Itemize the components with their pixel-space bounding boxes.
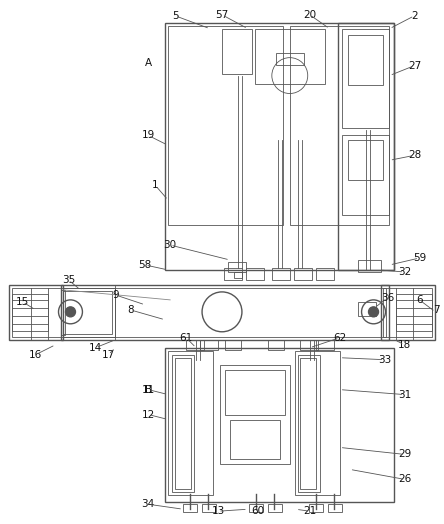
Text: 33: 33 xyxy=(378,355,391,365)
Text: 5: 5 xyxy=(172,11,178,21)
Text: 21: 21 xyxy=(303,506,316,516)
Bar xyxy=(396,294,432,331)
Bar xyxy=(246,268,264,280)
Bar xyxy=(272,268,290,280)
Bar xyxy=(316,340,333,350)
Bar xyxy=(165,348,394,502)
Text: 12: 12 xyxy=(142,410,155,420)
Text: 9: 9 xyxy=(112,290,119,300)
Text: 61: 61 xyxy=(179,333,193,343)
Bar xyxy=(63,291,112,334)
Bar xyxy=(60,285,389,340)
Text: 6: 6 xyxy=(416,295,423,305)
Text: 18: 18 xyxy=(398,340,411,350)
Text: 20: 20 xyxy=(303,10,316,20)
Bar xyxy=(230,420,280,460)
Text: 30: 30 xyxy=(163,240,177,250)
Bar xyxy=(300,358,316,489)
Text: 32: 32 xyxy=(398,267,411,277)
Bar xyxy=(309,504,323,512)
Bar xyxy=(12,288,60,337)
Circle shape xyxy=(66,307,75,317)
Bar xyxy=(224,268,242,280)
Text: 57: 57 xyxy=(215,10,229,20)
Bar xyxy=(300,340,318,350)
Text: 11: 11 xyxy=(142,385,155,395)
Bar xyxy=(268,340,284,350)
Bar xyxy=(168,26,283,225)
Bar xyxy=(202,504,216,512)
Bar xyxy=(172,355,194,492)
Bar xyxy=(165,23,394,270)
Bar xyxy=(357,302,376,316)
Text: 13: 13 xyxy=(211,506,225,516)
Bar xyxy=(183,504,197,512)
Text: 1: 1 xyxy=(152,180,159,190)
Bar xyxy=(348,35,384,84)
Text: 14: 14 xyxy=(89,343,102,353)
Bar xyxy=(294,268,312,280)
Text: A: A xyxy=(145,58,152,68)
Bar xyxy=(255,29,325,83)
Text: 16: 16 xyxy=(29,350,42,359)
Bar xyxy=(234,272,242,278)
Text: 36: 36 xyxy=(381,293,394,303)
Bar xyxy=(316,268,333,280)
Bar xyxy=(276,52,304,64)
Bar xyxy=(268,504,282,512)
Bar xyxy=(168,351,213,495)
Bar xyxy=(186,340,204,350)
Text: B: B xyxy=(145,385,152,395)
Bar xyxy=(290,26,389,225)
Bar xyxy=(228,262,246,272)
Bar xyxy=(295,351,340,495)
Bar xyxy=(222,29,252,73)
Text: 29: 29 xyxy=(398,450,411,460)
Bar xyxy=(341,135,389,215)
Bar xyxy=(9,285,63,340)
Text: 31: 31 xyxy=(398,389,411,400)
Text: 59: 59 xyxy=(413,253,426,263)
Bar xyxy=(60,290,66,335)
Text: 2: 2 xyxy=(411,11,418,21)
Bar xyxy=(357,260,381,272)
Bar xyxy=(381,285,435,340)
Text: 60: 60 xyxy=(251,506,265,516)
Text: 28: 28 xyxy=(408,150,421,160)
Bar xyxy=(225,369,285,414)
Text: 27: 27 xyxy=(408,61,421,71)
Text: 15: 15 xyxy=(16,297,29,307)
Bar xyxy=(63,288,386,337)
Bar xyxy=(225,340,241,350)
Text: 26: 26 xyxy=(398,474,411,484)
Bar xyxy=(384,288,432,337)
Bar xyxy=(341,29,389,128)
Text: 34: 34 xyxy=(142,499,155,509)
Bar xyxy=(175,358,191,489)
Bar xyxy=(348,140,384,180)
Text: 62: 62 xyxy=(333,333,346,343)
Text: 7: 7 xyxy=(433,305,440,315)
Bar xyxy=(298,355,320,492)
Bar xyxy=(60,288,115,337)
Bar xyxy=(337,23,394,270)
Bar xyxy=(12,294,48,331)
Circle shape xyxy=(369,307,378,317)
Text: 17: 17 xyxy=(102,350,115,359)
Text: 35: 35 xyxy=(62,275,75,285)
Text: 19: 19 xyxy=(142,130,155,140)
Bar xyxy=(328,504,341,512)
Bar xyxy=(249,504,263,512)
Text: 58: 58 xyxy=(139,260,152,270)
Bar xyxy=(220,365,290,464)
Bar xyxy=(200,340,218,350)
Text: 8: 8 xyxy=(127,305,134,315)
